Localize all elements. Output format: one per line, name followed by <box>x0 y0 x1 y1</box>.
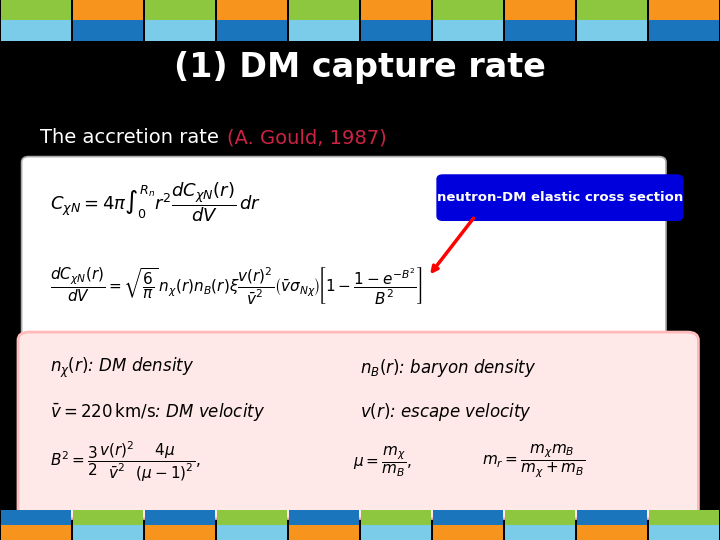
Text: $n_\chi(r)$: DM density: $n_\chi(r)$: DM density <box>50 356 194 380</box>
FancyBboxPatch shape <box>18 332 698 518</box>
FancyBboxPatch shape <box>437 175 683 220</box>
Text: $n_B(r)$: baryon density: $n_B(r)$: baryon density <box>360 357 536 379</box>
Text: $C_{\chi N} = 4\pi \int_0^{R_n} r^2 \dfrac{dC_{\chi N}(r)}{dV}\, dr$: $C_{\chi N} = 4\pi \int_0^{R_n} r^2 \dfr… <box>50 181 261 224</box>
Text: $\bar{v} = 220\,\mathrm{km/s}$: DM velocity: $\bar{v} = 220\,\mathrm{km/s}$: DM veloc… <box>50 401 266 423</box>
Text: $m_r = \dfrac{m_\chi m_B}{m_\chi + m_B}$: $m_r = \dfrac{m_\chi m_B}{m_\chi + m_B}$ <box>482 443 586 480</box>
Text: $\mu = \dfrac{m_\chi}{m_B},$: $\mu = \dfrac{m_\chi}{m_B},$ <box>353 444 411 479</box>
Text: The accretion rate: The accretion rate <box>40 128 225 147</box>
Text: $\dfrac{dC_{\chi N}(r)}{dV} = \sqrt{\dfrac{6}{\pi}}\,n_\chi(r)n_B(r)\xi\dfrac{v(: $\dfrac{dC_{\chi N}(r)}{dV} = \sqrt{\dfr… <box>50 266 423 307</box>
Text: neutron-DM elastic cross section: neutron-DM elastic cross section <box>437 191 683 204</box>
Text: (A. Gould, 1987): (A. Gould, 1987) <box>227 128 387 147</box>
FancyBboxPatch shape <box>22 157 666 338</box>
Text: (1) DM capture rate: (1) DM capture rate <box>174 51 546 84</box>
Text: $B^2 = \dfrac{3}{2}\dfrac{v(r)^2}{\bar{v}^2}\dfrac{4\mu}{(\mu-1)^2},$: $B^2 = \dfrac{3}{2}\dfrac{v(r)^2}{\bar{v… <box>50 440 201 484</box>
Text: $v(r)$: escape velocity: $v(r)$: escape velocity <box>360 401 532 423</box>
